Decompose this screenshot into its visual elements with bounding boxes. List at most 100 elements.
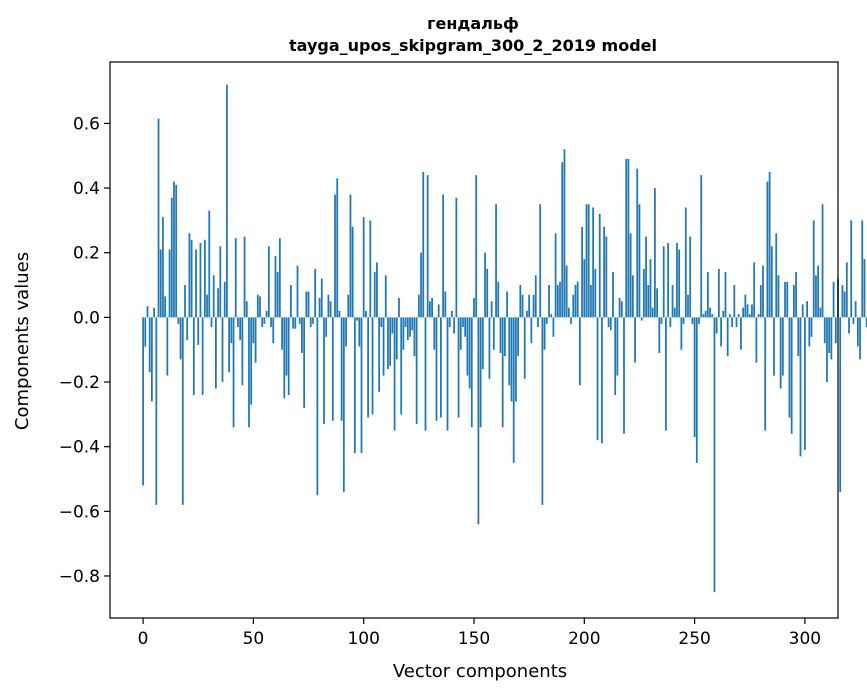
- bar: [698, 317, 700, 324]
- bar: [534, 275, 537, 318]
- bar: [448, 317, 451, 328]
- bar: [528, 294, 531, 318]
- bar: [466, 317, 469, 376]
- bar: [826, 317, 828, 383]
- bar: [501, 317, 504, 428]
- bar: [603, 226, 606, 318]
- bar: [570, 317, 572, 324]
- bar: [362, 217, 365, 318]
- bar: [349, 194, 352, 318]
- bar: [199, 243, 202, 318]
- bar: [793, 285, 795, 318]
- x-tick-label: 150: [458, 629, 490, 649]
- bar: [184, 285, 186, 318]
- bar: [665, 317, 667, 431]
- bar: [356, 317, 358, 321]
- bar: [155, 317, 158, 505]
- bar: [477, 317, 480, 525]
- bar: [384, 275, 387, 318]
- bar: [786, 281, 789, 318]
- y-axis-label: Components values: [12, 252, 33, 430]
- bar: [206, 294, 208, 318]
- bar: [444, 291, 447, 318]
- bar: [640, 317, 643, 321]
- bar: [812, 220, 815, 318]
- bar: [391, 317, 394, 334]
- bar: [808, 317, 811, 347]
- bar: [700, 175, 703, 318]
- bar: [530, 317, 533, 344]
- bar: [669, 317, 672, 328]
- bar: [327, 294, 330, 318]
- bar: [473, 297, 475, 318]
- bar: [272, 317, 275, 344]
- bar: [843, 291, 846, 318]
- bar: [614, 317, 617, 395]
- bar: [658, 317, 661, 353]
- bar: [678, 249, 681, 318]
- bar: [312, 317, 314, 324]
- bar: [409, 317, 411, 337]
- bar: [627, 158, 630, 318]
- bar: [221, 317, 224, 383]
- bar: [563, 149, 566, 318]
- bar: [662, 246, 665, 318]
- bar: [746, 304, 749, 318]
- bar: [510, 317, 513, 402]
- bar: [470, 317, 473, 428]
- bar: [228, 317, 230, 373]
- bar: [367, 317, 369, 418]
- bar: [252, 317, 255, 344]
- bar: [151, 317, 153, 402]
- bar: [365, 310, 367, 318]
- bar: [508, 317, 511, 386]
- bar: [506, 291, 508, 318]
- bar: [601, 317, 603, 444]
- bar: [492, 317, 495, 350]
- bar: [667, 243, 670, 318]
- bar: [323, 317, 325, 425]
- bar: [815, 275, 817, 318]
- bar: [526, 310, 528, 318]
- bar: [642, 268, 645, 318]
- bar: [347, 294, 350, 318]
- bar: [850, 220, 853, 318]
- bar: [810, 317, 813, 337]
- bar: [281, 317, 283, 350]
- bar: [431, 297, 433, 318]
- bar: [398, 297, 400, 318]
- bar: [689, 236, 692, 318]
- bar: [267, 246, 270, 318]
- bar: [345, 317, 347, 347]
- bar: [775, 233, 778, 318]
- chart-subtitle: tayga_upos_skipgram_300_2_2019 model: [289, 36, 657, 55]
- bar: [581, 226, 583, 318]
- bar: [854, 301, 857, 318]
- bar: [243, 236, 246, 318]
- bar: [186, 317, 189, 340]
- bar: [556, 285, 559, 318]
- bar: [237, 317, 239, 328]
- bar: [618, 297, 621, 318]
- bar: [609, 317, 612, 331]
- bar: [309, 317, 312, 328]
- bar: [821, 204, 824, 318]
- bar: [817, 265, 820, 318]
- bar: [713, 317, 716, 593]
- bar: [468, 317, 471, 389]
- bar: [263, 317, 266, 324]
- bar: [157, 118, 160, 318]
- bar: [305, 291, 308, 318]
- bar: [848, 317, 850, 334]
- bar: [574, 285, 577, 318]
- bar: [197, 317, 200, 345]
- bar: [845, 262, 848, 318]
- bar: [475, 175, 478, 318]
- bar: [420, 252, 422, 318]
- bar: [484, 252, 486, 318]
- bar: [561, 162, 564, 318]
- bar: [773, 317, 775, 376]
- bar: [828, 317, 831, 353]
- bar: [550, 314, 553, 318]
